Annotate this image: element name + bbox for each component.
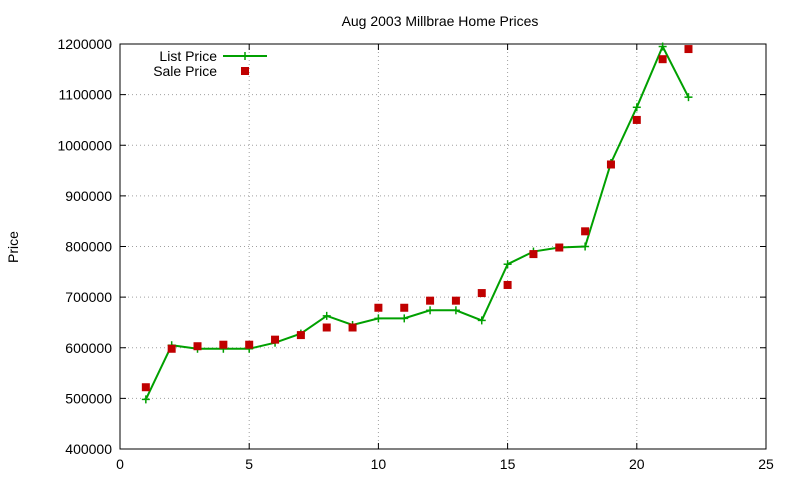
sale-price-point — [658, 55, 667, 64]
legend: List Price Sale Price — [153, 48, 267, 79]
list-price-point — [503, 260, 512, 269]
plot-frame — [119, 43, 767, 450]
sale-price-point — [193, 342, 202, 351]
list-price-point — [374, 314, 383, 323]
sale-price-point — [374, 303, 383, 312]
sale-price-point — [684, 45, 693, 54]
y-tick-label: 1100000 — [59, 87, 113, 103]
list-price-point — [477, 316, 486, 325]
y-axis-label: Price — [5, 231, 21, 263]
axis-ticks: 0 5 10 15 20 25 400000 500000 600000 700000 800000… — [57, 36, 774, 472]
legend-label-sale-price: Sale Price — [153, 63, 217, 79]
list-price-line — [144, 44, 690, 400]
sale-price-point — [503, 280, 512, 289]
sale-price-point — [271, 335, 280, 344]
y-tick-label: 900000 — [65, 188, 112, 204]
list-price-point — [400, 314, 409, 323]
sale-price-point — [581, 227, 590, 236]
sale-price-point — [245, 340, 254, 349]
grid — [120, 44, 766, 449]
y-tick-label: 600000 — [65, 340, 112, 356]
list-price-point — [632, 103, 641, 112]
legend-marker-list-price — [241, 52, 249, 60]
y-tick-label: 500000 — [65, 390, 112, 406]
sale-price-point — [167, 344, 176, 353]
y-tick-label: 1200000 — [57, 36, 112, 52]
chart-title: Aug 2003 Millbrae Home Prices — [342, 13, 539, 29]
list-price-point — [581, 242, 590, 251]
sale-price-point — [606, 160, 615, 169]
series — [141, 42, 693, 404]
sale-price-point — [426, 296, 435, 305]
sale-price-point — [477, 289, 486, 298]
list-price-point — [426, 306, 435, 315]
sale-price-point — [555, 243, 564, 252]
x-tick-label: 15 — [500, 456, 516, 472]
x-tick-label: 5 — [245, 456, 253, 472]
sale-price-point — [322, 323, 331, 332]
x-tick-label: 0 — [116, 456, 124, 472]
x-tick-label: 20 — [629, 456, 645, 472]
sale-price-point — [348, 323, 357, 332]
sale-price-point — [296, 331, 305, 340]
y-tick-label: 1000000 — [57, 137, 112, 153]
list-price-point — [141, 395, 150, 404]
list-price-point — [684, 93, 693, 102]
y-tick-label: 800000 — [65, 239, 112, 255]
legend-marker-sale-price — [241, 67, 249, 75]
sale-price-point — [529, 250, 538, 259]
sale-price-point — [400, 303, 409, 312]
y-tick-label: 400000 — [65, 441, 112, 457]
x-tick-label: 10 — [371, 456, 387, 472]
y-tick-label: 700000 — [65, 289, 112, 305]
sale-price-point — [632, 115, 641, 124]
sale-price-point — [219, 340, 228, 349]
legend-label-list-price: List Price — [159, 48, 217, 64]
sale-price-point — [451, 296, 460, 305]
list-price-point — [451, 306, 460, 315]
sale-price-point — [141, 383, 150, 392]
x-tick-label: 25 — [758, 456, 774, 472]
list-price-point — [322, 311, 331, 320]
list-price-point — [658, 42, 667, 51]
